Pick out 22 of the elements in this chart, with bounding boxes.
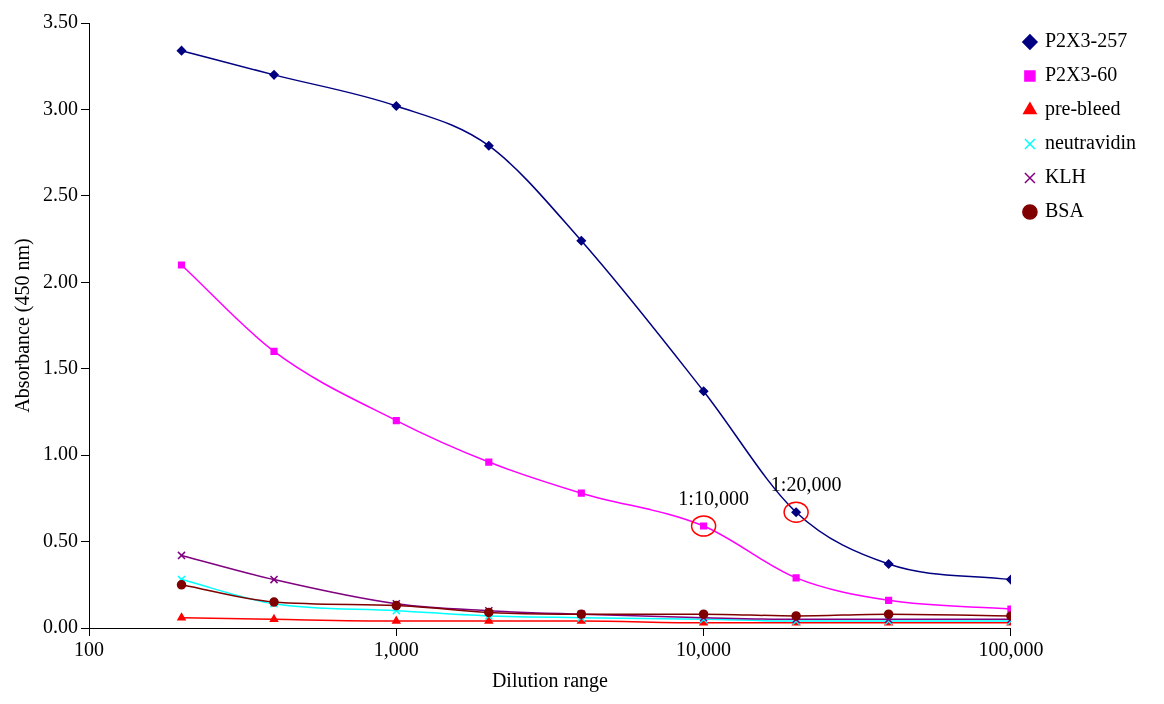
x-tick-label: 10,000 xyxy=(676,638,732,661)
y-tick-label: 1.50 xyxy=(43,355,78,378)
legend-label: P2X3-257 xyxy=(1044,29,1128,52)
legend-label: KLH xyxy=(1044,165,1087,188)
y-tick-label: 2.00 xyxy=(43,269,78,292)
x-axis-title: Dilution range xyxy=(491,669,609,693)
legend-label: neutravidin xyxy=(1044,131,1137,154)
y-tick-label: 0.50 xyxy=(43,528,78,551)
legend-label: P2X3-60 xyxy=(1044,63,1118,86)
y-axis-title: Absorbance (450 nm) xyxy=(11,238,35,413)
y-tick-label: 2.50 xyxy=(43,183,78,206)
legend-label: pre-bleed xyxy=(1044,97,1121,121)
x-tick-label: 100,000 xyxy=(978,638,1044,661)
x-tick-label: 1,000 xyxy=(373,638,419,661)
y-tick-label: 3.50 xyxy=(43,10,78,33)
y-tick-label: 3.00 xyxy=(43,96,78,119)
annotation: 1:20,000 xyxy=(770,473,842,496)
y-tick-label: 0.00 xyxy=(43,615,78,638)
y-tick-label: 1.00 xyxy=(43,442,78,465)
legend-label: BSA xyxy=(1044,199,1085,222)
x-tick-label: 100 xyxy=(74,638,104,661)
annotation: 1:10,000 xyxy=(678,487,749,510)
